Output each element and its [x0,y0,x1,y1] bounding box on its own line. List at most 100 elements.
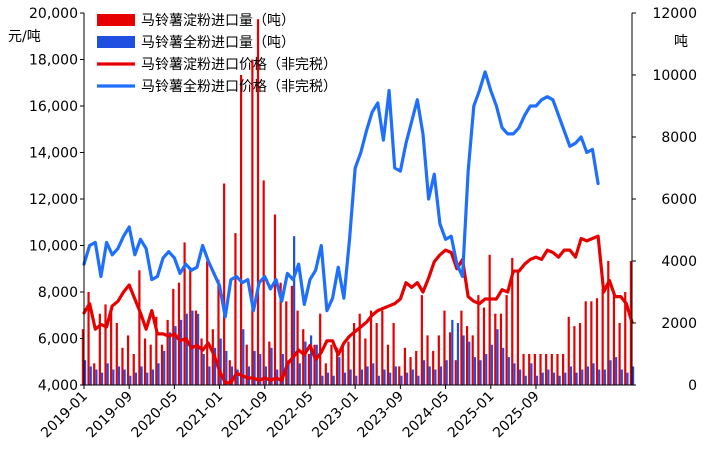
right-axis-unit: 吨 [674,34,688,50]
flour-volume-bar [174,326,177,385]
left-tick-label: 16,000 [29,99,78,115]
flour-volume-bar [95,369,98,385]
starch-volume-bar [127,335,130,385]
flour-volume-bar [315,344,318,385]
starch-volume-bar [296,310,299,385]
flour-volume-bar [479,360,482,385]
flour-volume-bar [332,375,335,385]
starch-volume-bar [369,310,373,385]
flour-volume-bar [473,357,477,385]
starch-volume-bar [279,282,282,385]
flour-volume-bar [185,313,188,385]
flour-volume-bar [632,366,635,385]
flour-volume-bar [89,366,92,385]
left-tick-label: 4,000 [38,378,78,394]
starch-volume-bar [251,59,254,385]
flour-volume-bar [564,372,567,385]
flour-volume-bar [219,338,222,385]
starch-volume-bar [415,350,418,385]
flour-volume-bar [287,360,290,385]
starch-volume-bar [578,323,582,385]
starch-volume-bar [499,313,503,385]
starch-volume-bar [550,354,553,385]
flour-volume-bar [326,372,330,385]
starch-volume-bar [590,301,593,385]
starch-volume-bar [336,347,339,385]
starch-volume-bar [239,75,243,385]
starch-volume-bar [488,254,491,385]
right-tick-label: 12000 [652,6,697,22]
flour-volume-bar [309,335,313,385]
starch-volume-bar [121,347,124,385]
flour-volume-bar [208,366,211,385]
starch-volume-bar [341,344,344,385]
right-tick-label: 8000 [661,130,697,146]
flour-volume-bar [462,335,465,385]
flour-volume-bar [609,360,612,385]
flour-volume-bar [615,357,618,385]
flour-volume-bar [468,341,471,385]
starch-volume-bar [601,288,604,385]
starch-volume-bar [352,323,356,385]
flour-volume-bar [496,329,499,385]
flour-volume-bar [422,360,426,385]
flour-volume-bar [530,363,533,385]
starch-volume-bar [319,313,322,385]
x-tick-label: 2023-01 [309,389,362,442]
starch-volume-bar [290,285,294,385]
starch-volume-bar [183,242,186,385]
flour-volume-bar [428,366,431,385]
flour-volume-bar [349,369,352,385]
starch-volume-bar [573,326,576,385]
starch-volume-bar [138,270,141,385]
starch-volume-bar [607,261,610,385]
flour-volume-bar [451,319,454,385]
starch-volume-bar [364,338,367,385]
x-tick-label: 2019-01 [38,389,91,442]
flour-volume-bar [355,375,358,385]
starch-volume-bar [584,301,587,385]
flour-volume-bar [270,347,273,385]
right-tick-label: 10000 [652,68,697,84]
starch-volume-bar [189,267,192,385]
flour-volume-bar [84,360,87,385]
starch-volume-bar [177,282,181,385]
flour-volume-bar [168,332,171,385]
starch-volume-bar [200,338,203,385]
flour-volume-bar [298,363,301,385]
flour-volume-bar [485,354,488,385]
x-tick-label: 2021-01 [174,389,227,442]
flour-volume-bar [558,375,561,385]
flour-volume-bar [259,354,262,385]
starch-volume-bar [307,354,310,385]
x-tick-label: 2022-05 [264,389,317,442]
left-tick-label: 12,000 [29,192,78,208]
flour-volume-bar [513,363,516,385]
flour-volume-bar [213,347,217,385]
starch-volume-bar [392,323,395,385]
starch-volume-bar [567,316,570,385]
legend-swatch [97,14,135,26]
flour-volume-bar [304,341,307,385]
flour-volume-bar [151,369,154,385]
x-tick-label: 2021-09 [219,389,272,442]
flour-volume-bar [253,350,256,385]
starch-volume-bar [562,354,565,385]
flour-volume-bar [490,344,493,385]
flour-volume-bar [400,375,403,385]
left-axis-unit: 元/吨 [8,29,41,45]
starch-volume-bar [460,310,463,385]
legend-swatch [97,36,135,48]
flour-volume-bar [598,369,601,385]
left-tick-label: 10,000 [29,239,78,255]
left-tick-label: 8,000 [38,285,78,301]
x-tick-label: 2019-09 [83,389,136,442]
flour-volume-bar [569,366,573,385]
flour-volume-bar [383,369,386,385]
starch-volume-bar [477,295,480,385]
starch-volume-bar [228,360,231,385]
starch-volume-bar [454,360,457,385]
starch-volume-bar [465,326,469,385]
starch-volume-bar [426,335,429,385]
